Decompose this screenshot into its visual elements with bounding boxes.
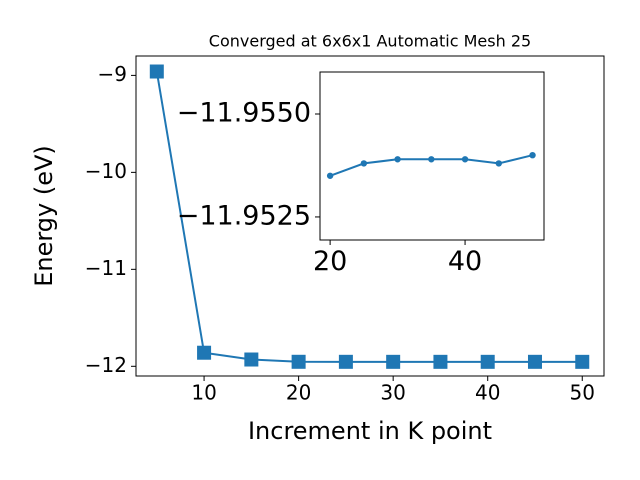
y-tick-label: −9: [98, 62, 127, 86]
marker: [326, 172, 334, 179]
marker: [527, 354, 542, 369]
x-tick-label: 40: [475, 381, 500, 405]
marker: [360, 160, 368, 167]
marker: [529, 151, 536, 159]
marker: [291, 354, 306, 369]
marker: [433, 354, 448, 369]
x-axis-label: Increment in K point: [248, 417, 492, 445]
x-tick-label: 40: [448, 246, 482, 277]
y-axis-label: Energy (eV): [30, 145, 58, 287]
marker: [428, 156, 435, 163]
x-tick-label: 20: [313, 246, 347, 277]
marker: [480, 354, 495, 369]
x-tick-label: 50: [570, 381, 595, 405]
x-tick-label: 20: [286, 381, 311, 405]
marker: [575, 354, 590, 369]
marker: [338, 354, 353, 369]
y-tick-label: −10: [85, 159, 127, 183]
y-tick-label: −11.9525: [177, 200, 311, 231]
marker: [244, 352, 259, 367]
y-tick-label: −11: [85, 256, 127, 280]
x-tick-label: 10: [191, 381, 216, 405]
plot-area: [319, 71, 545, 241]
marker: [394, 156, 401, 163]
chart-title: Converged at 6x6x1 Automatic Mesh 25: [209, 32, 531, 51]
marker: [495, 160, 502, 167]
marker: [149, 64, 164, 79]
x-tick-label: 30: [380, 381, 405, 405]
marker: [386, 354, 401, 369]
y-tick-label: −12: [85, 353, 127, 377]
data-line: [155, 71, 583, 363]
y-tick-label: −11.9550: [177, 98, 311, 129]
marker: [461, 156, 469, 163]
marker: [197, 345, 212, 360]
